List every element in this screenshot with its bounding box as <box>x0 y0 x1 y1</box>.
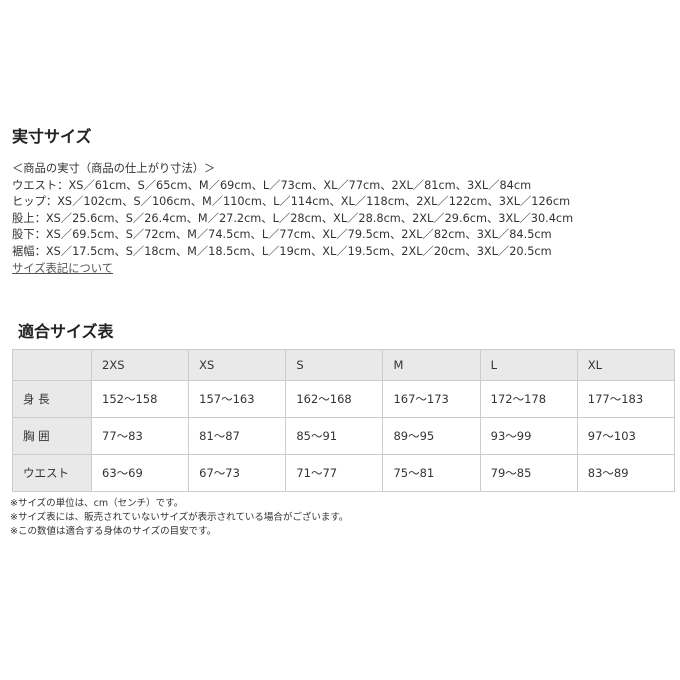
header-cell: M <box>382 349 481 381</box>
notes: ※サイズの単位は、cm（センチ）です。 ※サイズ表には、販売されていないサイズが… <box>10 497 348 539</box>
header-cell: 2XS <box>90 349 190 381</box>
header-cell: XL <box>576 349 676 381</box>
cell: 172〜178 <box>479 380 578 418</box>
header-cell: L <box>479 349 578 381</box>
size-notation-link[interactable]: サイズ表記について <box>12 261 113 275</box>
measure-line: ヒップ：XS／102cm、S／106cm、M／110cm、L／114cm、XL／… <box>12 195 571 209</box>
cell: 97〜103 <box>576 417 676 455</box>
cell: 157〜163 <box>188 380 287 418</box>
cell: 63〜69 <box>90 454 190 492</box>
cell: 71〜77 <box>285 454 384 492</box>
note: ※サイズ表には、販売されていないサイズが表示されている場合がございます。 <box>10 512 349 523</box>
note: ※この数値は適合する身体のサイズの目安です。 <box>10 526 217 537</box>
header-cell <box>12 349 92 381</box>
cell: 93〜99 <box>479 417 578 455</box>
actual-size-title: 実寸サイズ <box>12 127 92 146</box>
measure-line: ウエスト：XS／61cm、S／65cm、M／69cm、L／73cm、XL／77c… <box>12 178 532 192</box>
table-row: ウエスト 63〜69 67〜73 71〜77 75〜81 79〜85 83〜89 <box>12 454 676 492</box>
size-chart-table: 2XS XS S M L XL 身 長 152〜158 157〜163 162〜… <box>12 349 676 492</box>
cell: 89〜95 <box>382 417 481 455</box>
measure-line: 股下：XS／69.5cm、S／72cm、M／74.5cm、L／77cm、XL／7… <box>12 228 552 242</box>
cell: 67〜73 <box>188 454 287 492</box>
cell: 177〜183 <box>576 380 676 418</box>
cell: 162〜168 <box>285 380 384 418</box>
cell: 81〜87 <box>188 417 287 455</box>
row-header: 胸 囲 <box>12 417 92 455</box>
header-cell: S <box>285 349 384 381</box>
table-row: 胸 囲 77〜83 81〜87 85〜91 89〜95 93〜99 97〜103 <box>12 417 676 455</box>
actual-size-list: ＜商品の実寸（商品の仕上がり寸法）＞ ウエスト：XS／61cm、S／65cm、M… <box>12 161 573 277</box>
size-chart-title: 適合サイズ表 <box>18 322 114 341</box>
note: ※サイズの単位は、cm（センチ）です。 <box>10 498 184 509</box>
cell: 152〜158 <box>90 380 190 418</box>
table-header-row: 2XS XS S M L XL <box>12 349 676 381</box>
cell: 167〜173 <box>382 380 481 418</box>
row-header: 身 長 <box>12 380 92 418</box>
cell: 75〜81 <box>382 454 481 492</box>
measure-line: 股上：XS／25.6cm、S／26.4cm、M／27.2cm、L／28cm、XL… <box>12 211 574 225</box>
cell: 77〜83 <box>90 417 190 455</box>
header-cell: XS <box>188 349 287 381</box>
cell: 85〜91 <box>285 417 384 455</box>
row-header: ウエスト <box>12 454 92 492</box>
measure-line: ＜商品の実寸（商品の仕上がり寸法）＞ <box>12 162 216 175</box>
cell: 79〜85 <box>479 454 578 492</box>
measure-line: 裾幅：XS／17.5cm、S／18cm、M／18.5cm、L／19cm、XL／1… <box>12 244 552 258</box>
table-row: 身 長 152〜158 157〜163 162〜168 167〜173 172〜… <box>12 380 676 418</box>
cell: 83〜89 <box>576 454 676 492</box>
